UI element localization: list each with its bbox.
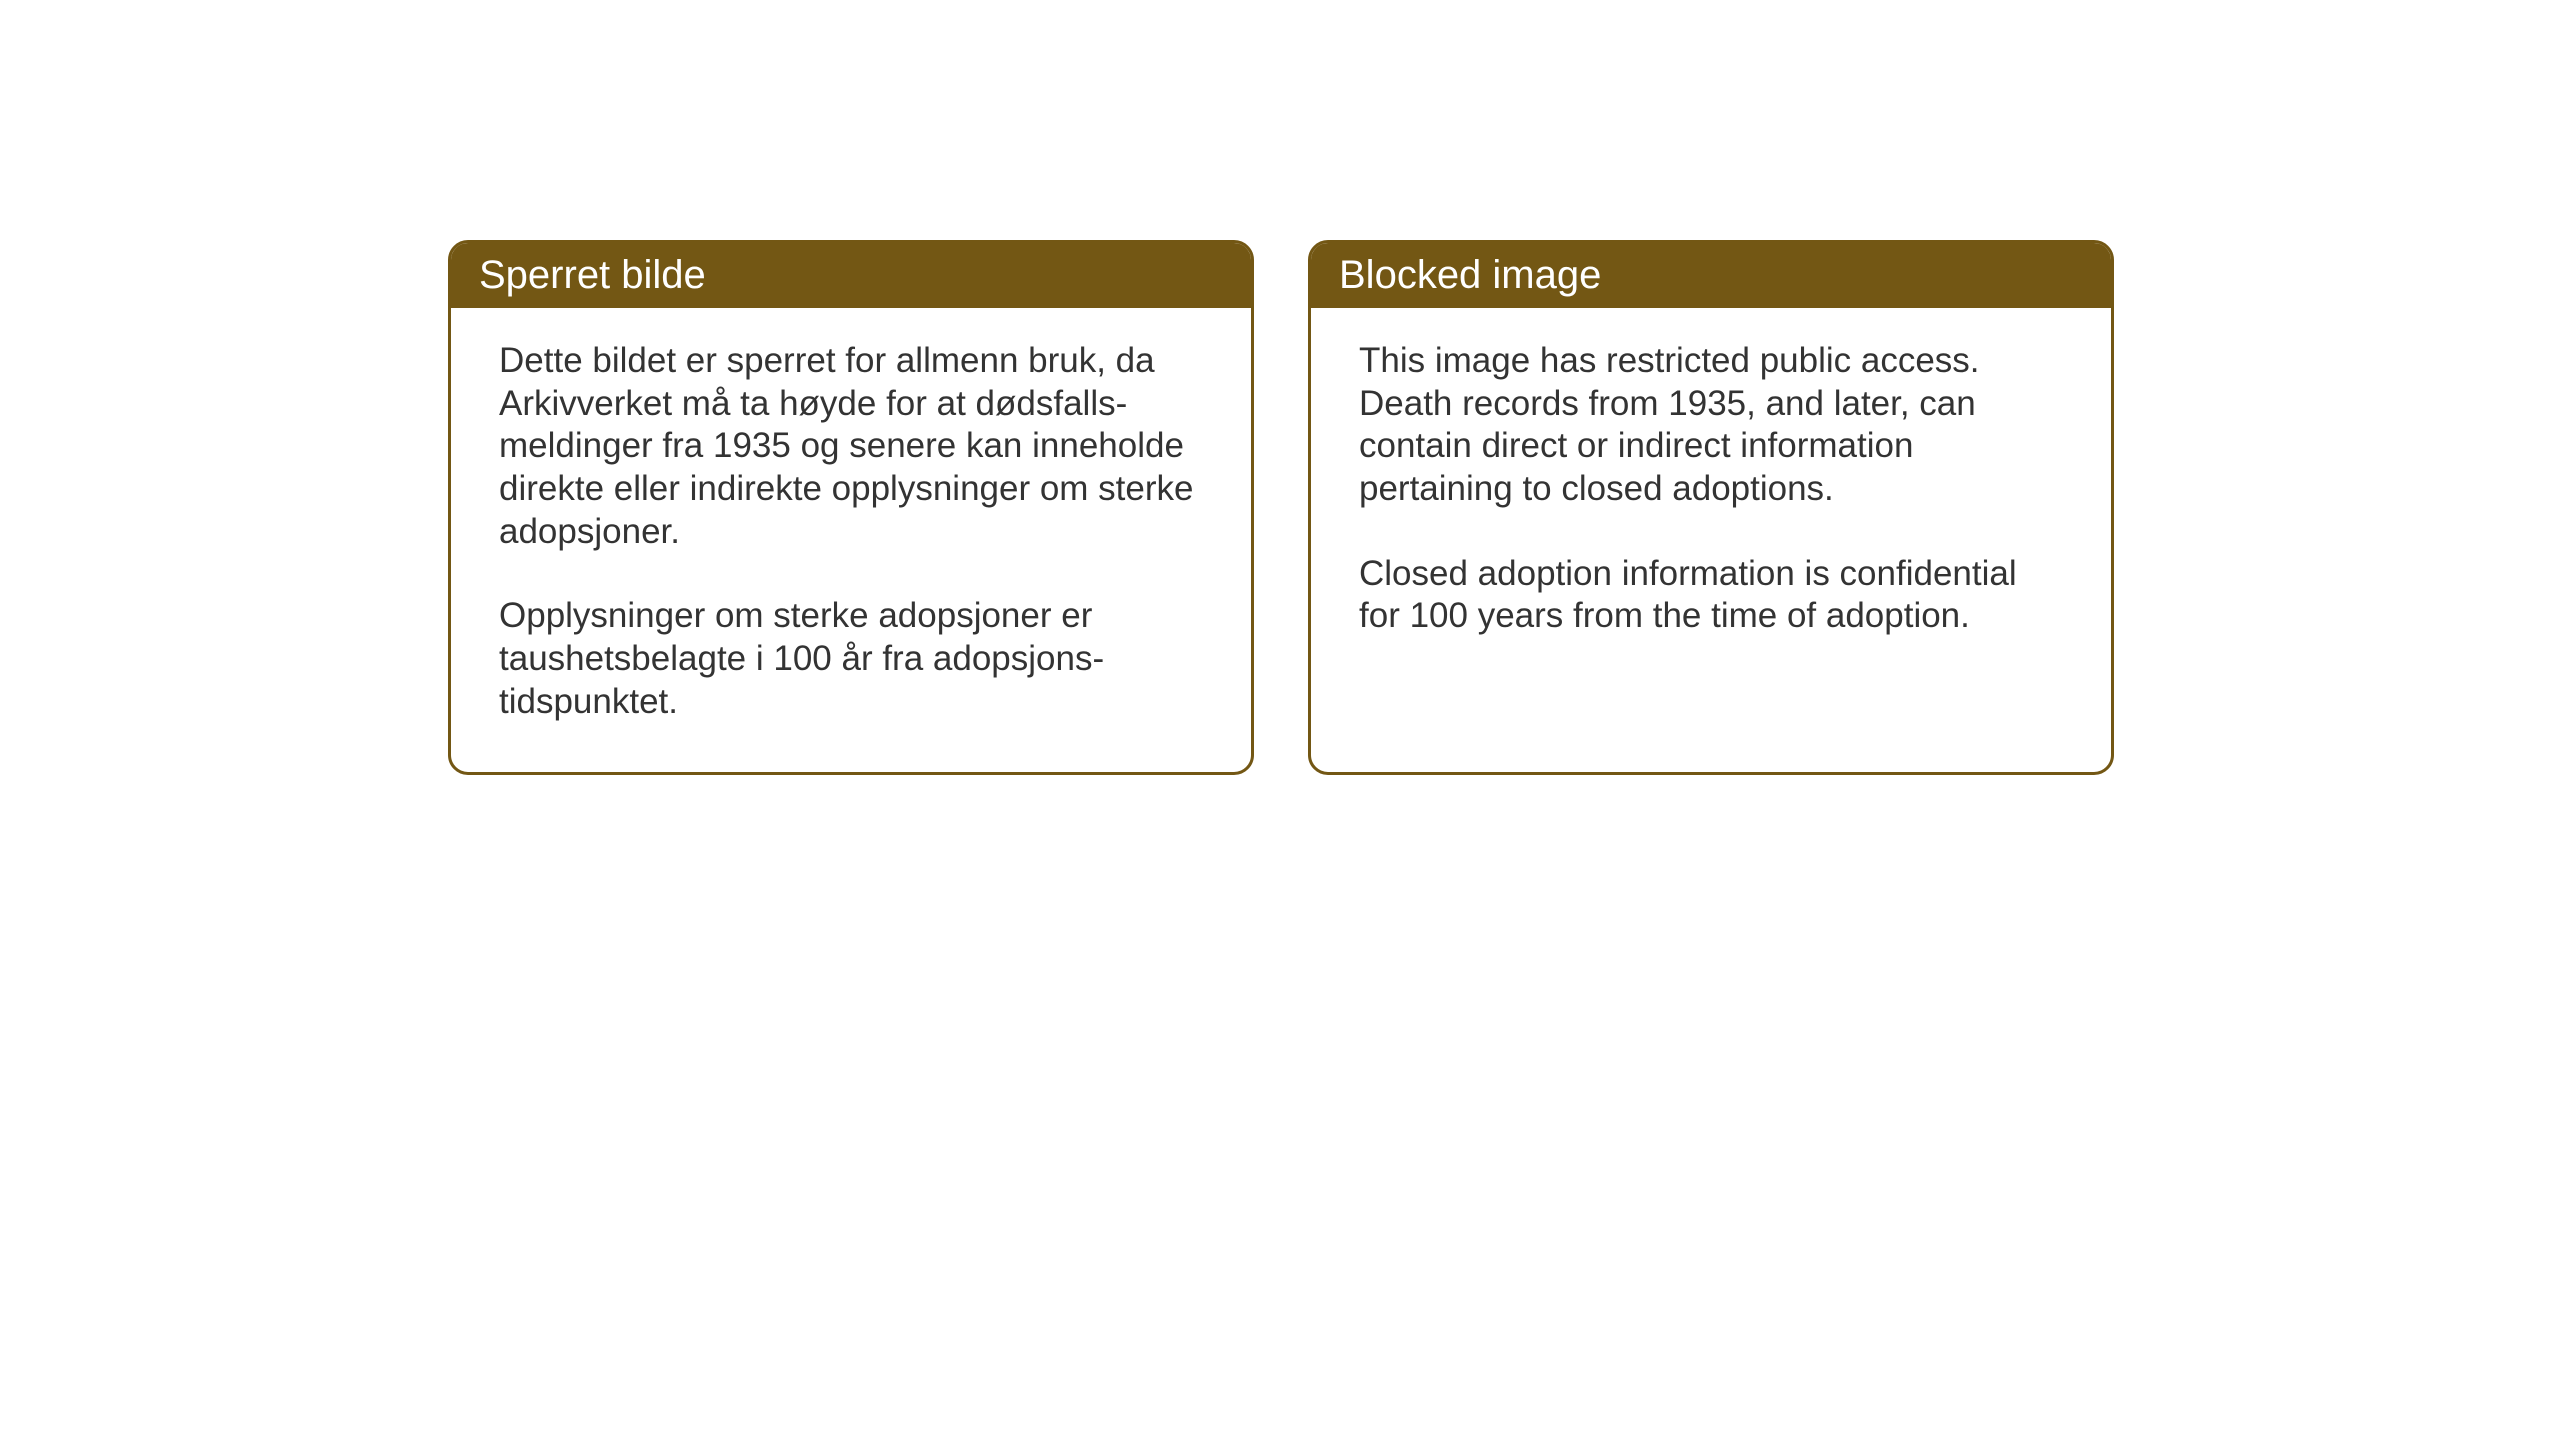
notice-header-english: Blocked image xyxy=(1311,243,2111,308)
notice-container: Sperret bilde Dette bildet er sperret fo… xyxy=(448,240,2114,775)
notice-paragraph: Opplysninger om sterke adopsjoner er tau… xyxy=(499,595,1203,723)
notice-header-norwegian: Sperret bilde xyxy=(451,243,1251,308)
notice-body-norwegian: Dette bildet er sperret for allmenn bruk… xyxy=(451,308,1251,772)
notice-box-norwegian: Sperret bilde Dette bildet er sperret fo… xyxy=(448,240,1254,775)
notice-paragraph: Closed adoption information is confident… xyxy=(1359,553,2063,638)
notice-body-english: This image has restricted public access.… xyxy=(1311,308,2111,686)
notice-paragraph: This image has restricted public access.… xyxy=(1359,340,2063,511)
notice-box-english: Blocked image This image has restricted … xyxy=(1308,240,2114,775)
notice-paragraph: Dette bildet er sperret for allmenn bruk… xyxy=(499,340,1203,553)
